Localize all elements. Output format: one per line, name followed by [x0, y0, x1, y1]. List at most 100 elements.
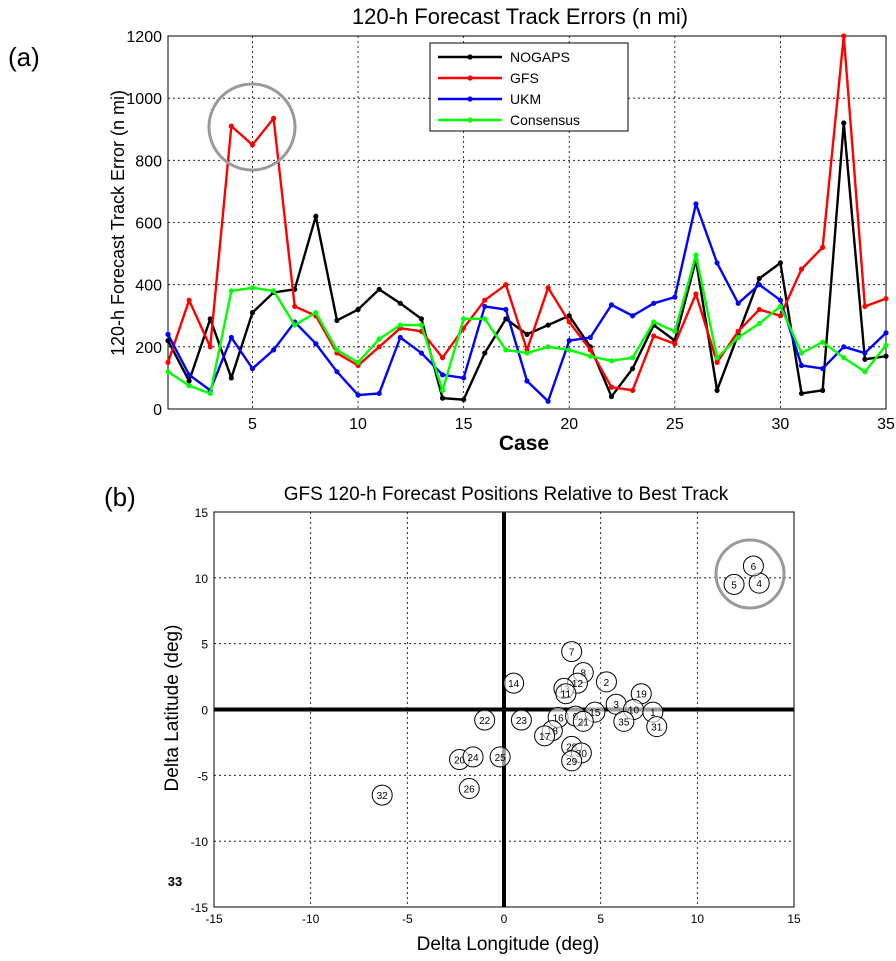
series-point-consensus — [482, 316, 488, 322]
chart-a-y-tick-label: 1000 — [126, 91, 162, 108]
case-label-12: 12 — [572, 679, 584, 690]
series-point-gfs — [186, 297, 192, 303]
series-point-nogaps — [883, 353, 889, 359]
chart-b-x-tick-label: -10 — [302, 912, 320, 926]
series-point-gfs — [439, 355, 446, 361]
case-label-2: 2 — [604, 678, 610, 689]
series-point-ukm — [798, 362, 805, 369]
case-label-25: 25 — [495, 753, 507, 764]
chart-a-x-axis-label: Case — [499, 432, 549, 455]
chart-b-x-tick-label: 0 — [501, 912, 508, 926]
series-point-ukm — [693, 201, 699, 207]
case-label-4: 4 — [756, 579, 762, 590]
chart-b-y-tick-label: 5 — [201, 638, 208, 652]
case-label-23: 23 — [516, 716, 528, 727]
series-point-ukm — [270, 347, 277, 353]
track-error-line-chart: 120-h Forecast Track Errors (n mi) 0 200 4… — [108, 4, 895, 455]
series-point-nogaps — [439, 395, 446, 401]
series-point-ukm — [355, 392, 361, 398]
chart-a-y-tick-label: 0 — [153, 402, 162, 419]
chart-a-highlight-circle — [207, 82, 297, 172]
chart-b-title: GFS 120-h Forecast Positions Relative to… — [284, 484, 729, 505]
series-point-consensus — [820, 339, 826, 345]
series-point-ukm — [228, 334, 234, 341]
panel-a-label: (a) — [8, 42, 40, 72]
case-marker-23 — [510, 709, 532, 731]
series-point-gfs — [693, 291, 699, 297]
case-label-15: 15 — [589, 708, 601, 719]
case-label-3: 3 — [613, 700, 619, 711]
case-marker-29 — [561, 750, 583, 772]
series-point-gfs — [756, 306, 762, 313]
series-point-gfs — [862, 303, 868, 310]
chart-a-series — [165, 33, 889, 404]
series-point-ukm — [756, 282, 762, 288]
series-point-nogaps — [249, 310, 256, 316]
series-point-nogaps — [461, 397, 467, 403]
series-point-ukm — [735, 300, 741, 306]
case-label-7: 7 — [569, 648, 575, 659]
legend-label-gfs: GFS — [510, 70, 539, 86]
series-point-gfs — [883, 296, 889, 302]
series-point-consensus — [693, 252, 699, 258]
chart-b-x-tick-label: -15 — [205, 912, 223, 926]
series-point-nogaps — [777, 260, 784, 266]
case-marker-5 — [723, 573, 745, 595]
series-point-consensus — [862, 369, 868, 375]
series-point-nogaps — [355, 306, 361, 313]
case-marker-32 — [371, 784, 393, 806]
case-label-14: 14 — [508, 679, 520, 690]
case-label-24: 24 — [468, 753, 480, 764]
chart-b-highlight-circle — [714, 538, 786, 610]
series-point-gfs — [292, 303, 298, 310]
chart-a-y-tick-label: 200 — [135, 340, 162, 357]
series-point-ukm — [777, 297, 784, 303]
legend-marker-ukm — [467, 96, 473, 102]
series-point-gfs — [629, 387, 636, 393]
legend-marker-nogaps — [467, 54, 473, 60]
series-point-ukm — [186, 372, 192, 378]
chart-a-grid — [168, 36, 886, 409]
series-point-nogaps — [862, 356, 868, 362]
chart-b-x-tick-label: 10 — [691, 912, 705, 926]
series-point-consensus — [397, 322, 403, 328]
case-label-30: 30 — [576, 749, 588, 760]
case-label-22: 22 — [479, 716, 491, 727]
series-point-nogaps — [841, 120, 847, 126]
series-point-nogaps — [545, 322, 551, 328]
legend-label-consensus: Consensus — [510, 112, 580, 128]
chart-b-points: 2456781213141119310115169213531181722232… — [371, 555, 770, 806]
series-point-ukm — [397, 334, 403, 341]
chart-a-x-tick-label: 5 — [248, 416, 257, 433]
gfs-position-scatter-chart: GFS 120-h Forecast Positions Relative to… — [162, 484, 801, 955]
series-point-nogaps — [397, 300, 403, 306]
series-point-nogaps — [798, 390, 805, 397]
series-point-ukm — [249, 365, 256, 372]
chart-a-x-tick-label: 30 — [772, 416, 790, 433]
case-marker-31 — [646, 716, 668, 738]
case-label-26: 26 — [464, 785, 476, 796]
chart-b-x-ticks: -15 -10 -5 0 5 10 15 — [205, 912, 801, 926]
series-point-nogaps — [714, 387, 720, 393]
offscale-case-label: 33 — [168, 874, 182, 889]
legend-marker-consensus — [467, 117, 473, 123]
series-point-consensus — [292, 322, 298, 328]
case-label-6: 6 — [751, 562, 757, 573]
series-point-ukm — [629, 313, 636, 319]
series-point-ukm — [566, 338, 572, 344]
series-point-gfs — [207, 344, 213, 350]
series-point-consensus — [249, 285, 256, 291]
legend-marker-gfs — [467, 75, 473, 81]
series-point-ukm — [714, 260, 720, 266]
series-point-consensus — [587, 353, 593, 359]
case-marker-17 — [534, 725, 556, 747]
series-point-ukm — [334, 369, 340, 375]
chart-b-x-tick-label: 15 — [787, 912, 801, 926]
case-label-35: 35 — [618, 717, 630, 728]
series-point-consensus — [524, 350, 530, 356]
series-point-gfs — [228, 123, 234, 129]
legend-label-ukm: UKM — [510, 91, 541, 107]
case-label-1: 1 — [650, 708, 656, 719]
chart-a-x-tick-label: 35 — [877, 416, 895, 433]
series-point-consensus — [313, 310, 319, 316]
